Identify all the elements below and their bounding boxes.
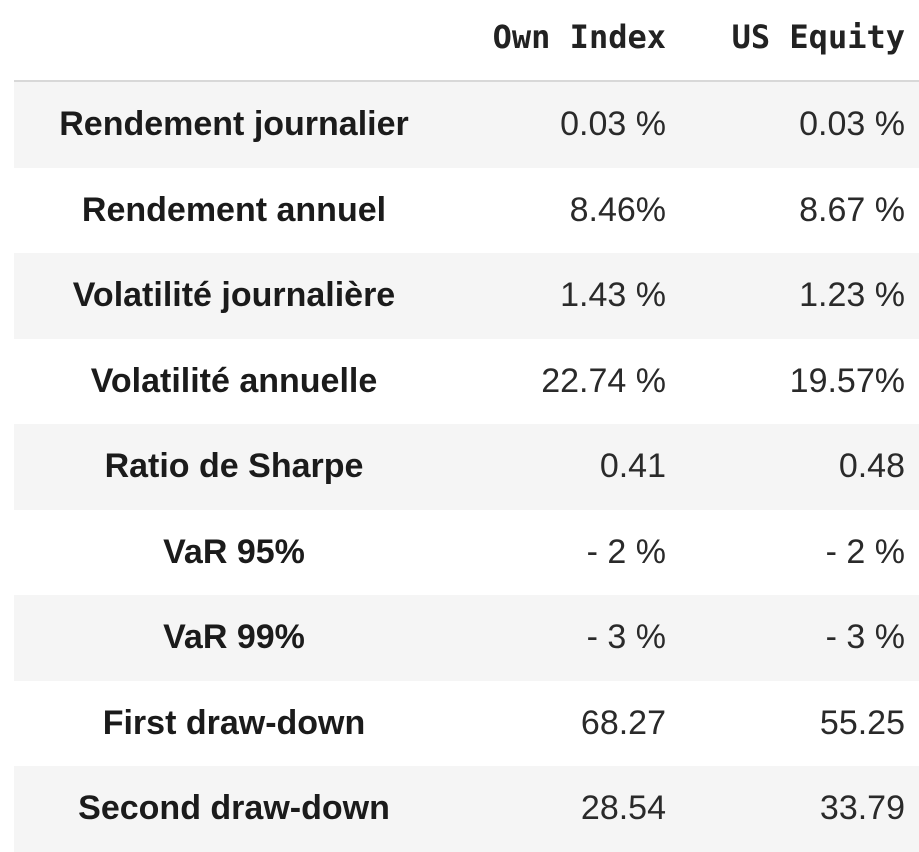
us-equity-value: 1.23 % [799, 276, 905, 315]
row-label: Volatilité annuelle [90, 361, 378, 400]
table-row: VaR 99% - 3 % - 3 % [14, 595, 919, 681]
row-label: Volatilité journalière [72, 276, 396, 315]
row-label: Rendement journalier [59, 105, 409, 144]
stats-table: Own Index US Equity Rendement journalier… [14, 0, 919, 852]
table-row: Volatilité journalière 1.43 % 1.23 % [14, 253, 919, 339]
own-index-value: 0.41 [599, 447, 666, 486]
table-header-row: Own Index US Equity [14, 0, 919, 82]
table-row: Second draw-down 28.54 33.79 [14, 766, 919, 852]
own-index-value: 0.03 % [560, 105, 666, 144]
header-us-equity: US Equity [731, 18, 905, 56]
row-label: Second draw-down [78, 789, 390, 828]
row-label: VaR 99% [163, 618, 305, 657]
us-equity-value: 33.79 [819, 789, 905, 828]
row-label: Ratio de Sharpe [104, 447, 364, 486]
table-row: Rendement annuel 8.46% 8.67 % [14, 167, 919, 253]
row-label: First draw-down [102, 703, 366, 742]
table-row: Ratio de Sharpe 0.41 0.48 [14, 424, 919, 510]
table-row: VaR 95% - 2 % - 2 % [14, 509, 919, 595]
us-equity-value: 0.03 % [799, 105, 905, 144]
own-index-value: 1.43 % [560, 276, 666, 315]
us-equity-value: 19.57% [789, 361, 905, 400]
header-own-index: Own Index [492, 18, 666, 56]
us-equity-value: 55.25 [819, 703, 905, 742]
row-label: VaR 95% [163, 532, 305, 571]
table-row: Volatilité annuelle 22.74 % 19.57% [14, 338, 919, 424]
header-empty-cell [14, 56, 454, 80]
us-equity-value: 8.67 % [799, 190, 905, 229]
own-index-value: 28.54 [580, 789, 666, 828]
us-equity-value: - 3 % [825, 618, 905, 657]
us-equity-value: - 2 % [825, 532, 905, 571]
table-row: Rendement journalier 0.03 % 0.03 % [14, 82, 919, 168]
own-index-value: - 2 % [586, 532, 666, 571]
row-label: Rendement annuel [81, 190, 387, 229]
own-index-value: - 3 % [586, 618, 666, 657]
own-index-value: 22.74 % [541, 361, 666, 400]
table-row: First draw-down 68.27 55.25 [14, 680, 919, 766]
own-index-value: 68.27 [580, 703, 666, 742]
own-index-value: 8.46% [569, 190, 666, 229]
us-equity-value: 0.48 [838, 447, 905, 486]
